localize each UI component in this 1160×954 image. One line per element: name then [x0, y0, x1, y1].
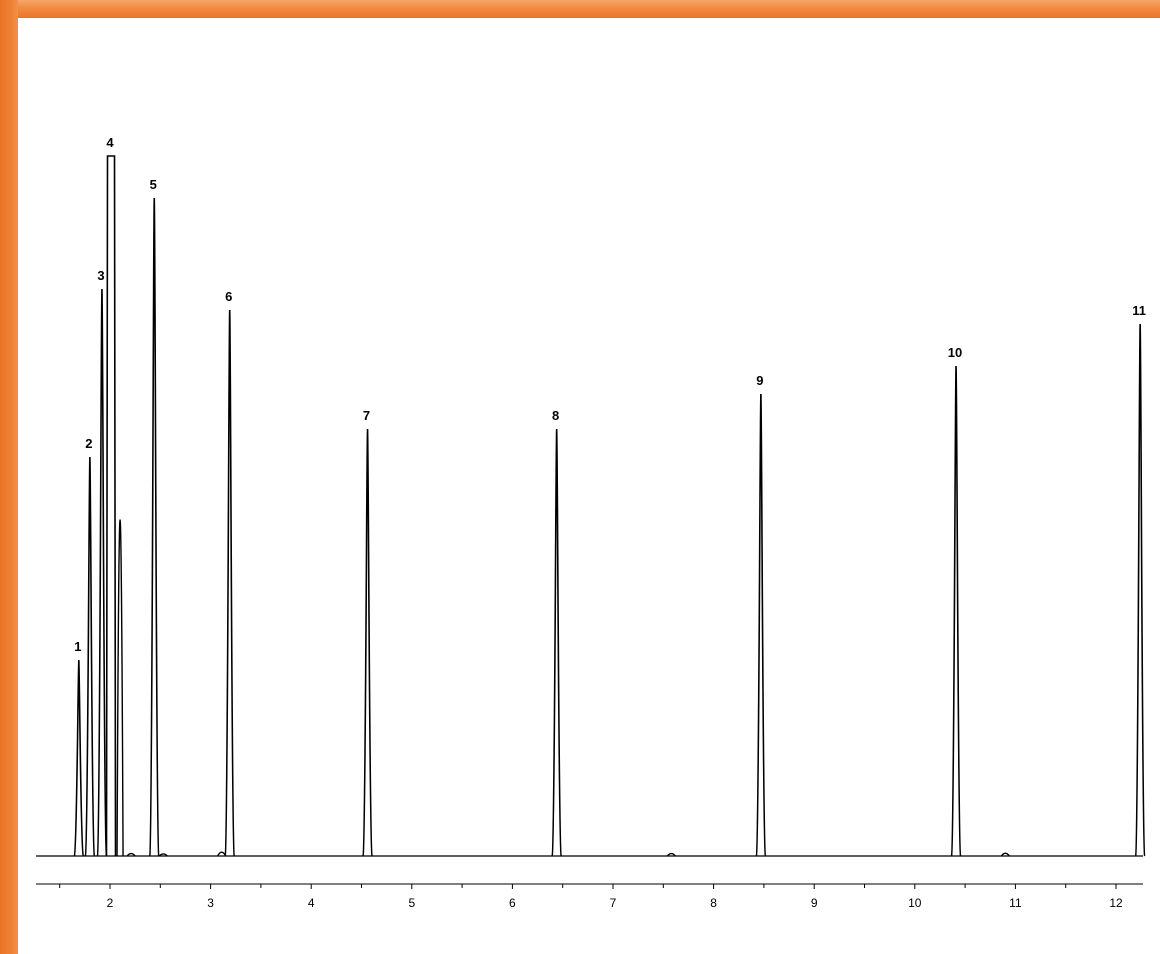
x-tick-label-11: 11 [1009, 896, 1022, 910]
peak-label-2: 2 [85, 436, 92, 451]
peak-label-6: 6 [225, 289, 232, 304]
peak-9 [755, 393, 767, 857]
peak-2 [84, 456, 96, 857]
minor-peak-4 [217, 851, 227, 857]
peak-label-11: 11 [1132, 303, 1146, 318]
peak-8 [551, 428, 562, 857]
peak-10 [950, 365, 962, 857]
minor-peak-6 [1000, 852, 1010, 857]
x-tick-label-5: 5 [408, 896, 415, 910]
peak-1 [73, 659, 85, 857]
minor-peak-5 [666, 852, 676, 857]
x-tick-label-9: 9 [811, 896, 818, 910]
x-tick-label-4: 4 [308, 896, 315, 910]
x-tick-label-8: 8 [710, 896, 717, 910]
frame-left-border [0, 0, 18, 954]
minor-peak-3 [158, 853, 168, 857]
minor-peak-1 [116, 519, 124, 857]
trace-layer [36, 155, 1146, 857]
peak-7 [362, 428, 373, 857]
minor-peak-2 [126, 852, 136, 857]
peak-label-10: 10 [948, 345, 962, 360]
peak-label-3: 3 [97, 268, 104, 283]
peak-4 [105, 155, 117, 857]
peak-label-1: 1 [74, 639, 81, 654]
peak-label-7: 7 [363, 408, 370, 423]
peak-11 [1134, 323, 1146, 857]
x-tick-label-12: 12 [1109, 896, 1123, 910]
x-axis: 2 3 4 5 6 7 8 9 10 11 12 [36, 883, 1143, 910]
peak-5 [148, 197, 160, 857]
x-tick-label-10: 10 [908, 896, 922, 910]
peak-label-4: 4 [106, 135, 114, 150]
frame-top-border [0, 0, 1160, 18]
x-tick-label-2: 2 [107, 896, 114, 910]
peak-label-9: 9 [756, 373, 763, 388]
peak-label-layer: 1 2 3 4 5 6 7 8 9 10 11 [74, 135, 1146, 654]
peak-6 [224, 309, 236, 857]
x-tick-label-6: 6 [509, 896, 516, 910]
peak-label-5: 5 [150, 177, 157, 192]
peak-3 [96, 288, 108, 857]
x-tick-label-3: 3 [207, 896, 214, 910]
peak-label-8: 8 [552, 408, 559, 423]
x-tick-label-7: 7 [610, 896, 617, 910]
